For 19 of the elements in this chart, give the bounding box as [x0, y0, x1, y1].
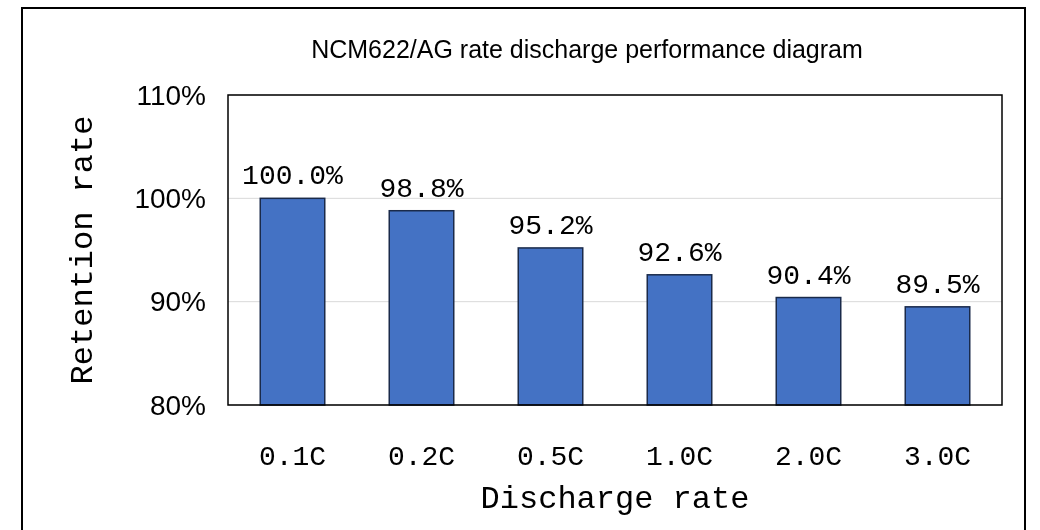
data-label: 92.6%: [637, 237, 722, 269]
x-tick-label: 0.5C: [516, 442, 585, 473]
x-axis-title: Discharge rate: [480, 481, 750, 518]
y-tick-label: 100%: [134, 183, 206, 215]
data-label: 89.5%: [895, 269, 980, 301]
data-label: 95.2%: [508, 210, 593, 242]
y-tick-label: 80%: [149, 389, 206, 421]
x-tick-label: 0.1C: [258, 442, 327, 473]
data-label: 90.4%: [766, 260, 851, 292]
data-label: 100.0%: [242, 161, 344, 193]
y-tick-label: 90%: [149, 286, 206, 318]
data-label: 98.8%: [379, 173, 464, 205]
x-tick-label: 1.0C: [645, 442, 714, 473]
y-tick-label: 110%: [136, 79, 206, 111]
x-tick-label: 0.2C: [387, 442, 456, 473]
chart-title: NCM622/AG rate discharge performance diagram: [311, 35, 863, 63]
x-tick-label: 2.0C: [774, 442, 843, 473]
x-tick-label: 3.0C: [903, 442, 972, 473]
y-axis-title: Retention rate: [65, 115, 102, 385]
